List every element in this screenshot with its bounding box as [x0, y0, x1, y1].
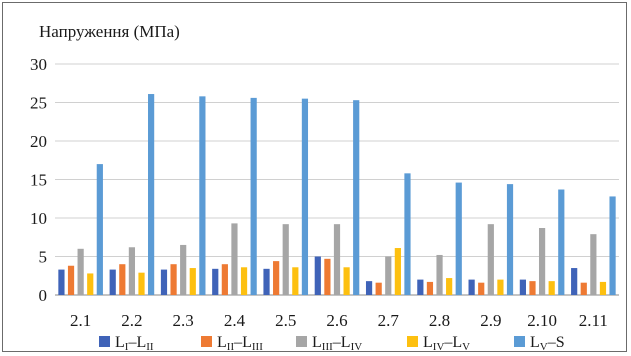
y-tick-label: 5 — [39, 248, 48, 267]
bar-LIV–LV-2.7 — [394, 248, 401, 295]
bar-LI–LII-2.10 — [519, 279, 526, 295]
bar-LIII–LIV-2.9 — [487, 224, 494, 295]
x-tick-label: 2.5 — [275, 311, 296, 330]
legend-label: LI–LII — [115, 334, 154, 353]
bar-LIV–LV-2.3 — [189, 268, 196, 295]
bar-LIII–LIV-2.1 — [77, 248, 84, 295]
bar-LV–S-2.10 — [558, 189, 565, 295]
bar-LI–LII-2.6 — [314, 256, 321, 295]
bar-LI–LII-2.4 — [212, 268, 219, 295]
bar-LI–LII-2.8 — [417, 279, 424, 295]
bar-LII–LIII-2.9 — [478, 282, 485, 295]
y-tick-label: 15 — [30, 171, 47, 190]
bar-LIII–LIV-2.6 — [333, 224, 341, 295]
bar-LV–S-2.9 — [506, 184, 514, 295]
bar-LII–LIII-2.1 — [67, 265, 75, 295]
bar-LV–S-2.6 — [353, 100, 360, 295]
legend-item: LIV–LV — [407, 334, 470, 353]
x-tick-label: 2.9 — [480, 311, 501, 330]
y-tick-label: 20 — [30, 132, 47, 151]
bar-LV–S-2.11 — [609, 196, 616, 295]
bar-LII–LIII-2.4 — [221, 264, 228, 295]
bar-LIV–LV-2.8 — [446, 278, 453, 295]
bar-LII–LIII-2.11 — [580, 282, 587, 295]
x-tick-label: 2.10 — [527, 311, 557, 330]
bar-LV–S-2.7 — [404, 173, 411, 295]
legend: LI–LII LII–LIII LIII–LIV LIV–LV LV–S — [99, 334, 565, 353]
bar-LIII–LIV-2.10 — [538, 228, 546, 295]
x-tick-label: 2.3 — [173, 311, 194, 330]
x-tick-label: 2.2 — [121, 311, 142, 330]
legend-label: LII–LIII — [217, 334, 263, 353]
bar-LIII–LIV-2.4 — [231, 223, 238, 295]
bar-LV–S-2.2 — [148, 94, 155, 295]
bar-LI–LII-2.2 — [109, 269, 116, 295]
y-tick-label: 25 — [30, 94, 47, 113]
legend-swatch — [514, 336, 525, 347]
bar-LIV–LV-2.11 — [599, 281, 607, 295]
bar-LIV–LV-2.2 — [138, 272, 145, 295]
legend-swatch — [296, 336, 307, 347]
legend-label: LV–S — [530, 334, 565, 353]
x-tick-labels: 2.1 2.2 2.3 2.4 2.5 2.6 2.7 2.8 2.9 2.10 2.11 — [70, 311, 608, 330]
bar-LI–LII-2.9 — [468, 279, 475, 295]
bar-LIV–LV-2.6 — [343, 267, 350, 295]
bar-LIII–LIV-2.2 — [128, 247, 136, 295]
bar-LI–LII-2.11 — [571, 268, 578, 295]
bar-LIV–LV-2.10 — [548, 281, 555, 295]
bar-LII–LIII-2.7 — [375, 282, 382, 295]
legend-item: LI–LII — [99, 334, 154, 353]
bar-LV–S-2.3 — [199, 96, 206, 295]
bar-LI–LII-2.3 — [160, 269, 168, 295]
y-tick-label: 30 — [30, 55, 47, 74]
bar-LIII–LIV-2.11 — [590, 234, 597, 295]
bar-LV–S-2.4 — [250, 97, 257, 295]
x-tick-label: 2.7 — [378, 311, 400, 330]
bar-LI–LII-2.1 — [58, 269, 65, 295]
legend-swatch — [407, 336, 418, 347]
bar-LIII–LIV-2.5 — [282, 224, 289, 295]
legend-label: LIV–LV — [423, 334, 470, 353]
x-tick-label: 2.1 — [70, 311, 91, 330]
legend-item: LIII–LIV — [296, 334, 362, 353]
x-tick-label: 2.8 — [429, 311, 450, 330]
bar-LIII–LIV-2.8 — [436, 254, 443, 295]
bar-LIV–LV-2.1 — [87, 273, 94, 295]
legend-label: LIII–LIV — [312, 334, 362, 353]
legend-swatch — [99, 336, 110, 347]
x-tick-label: 2.6 — [326, 311, 347, 330]
bar-LV–S-2.8 — [455, 182, 462, 295]
bar-LIV–LV-2.4 — [240, 267, 248, 295]
bar-LI–LII-2.5 — [263, 268, 270, 295]
y-axis-label: Напруження (МПа) — [39, 22, 180, 41]
bar-LI–LII-2.7 — [365, 281, 373, 295]
y-tick-label: 0 — [39, 286, 48, 305]
x-tick-label: 2.11 — [579, 311, 608, 330]
legend-item: LII–LIII — [201, 334, 263, 353]
bar-LII–LIII-2.2 — [119, 264, 126, 295]
bar-LV–S-2.1 — [96, 164, 103, 295]
bar-LII–LIII-2.6 — [324, 258, 331, 295]
bar-LIII–LIV-2.3 — [180, 244, 187, 295]
bar-LIV–LV-2.5 — [292, 267, 299, 295]
chart-frame: Напруження (МПа) 0 5 10 15 20 25 30 2.1 2.2 2.3 2… — [2, 2, 627, 353]
bar-LII–LIII-2.10 — [529, 281, 536, 295]
bar-LIV–LV-2.9 — [497, 279, 504, 295]
x-tick-label: 2.4 — [224, 311, 246, 330]
legend-swatch — [201, 336, 212, 347]
bar-LII–LIII-2.3 — [170, 264, 177, 295]
bar-LIII–LIV-2.7 — [385, 256, 392, 295]
bar-LII–LIII-2.8 — [426, 281, 434, 295]
bars — [58, 94, 616, 296]
y-tick-label: 10 — [30, 209, 47, 228]
bar-LV–S-2.5 — [301, 98, 309, 296]
legend-item: LV–S — [514, 334, 565, 353]
bar-LII–LIII-2.5 — [273, 261, 280, 295]
y-tick-labels: 0 5 10 15 20 25 30 — [30, 55, 47, 305]
